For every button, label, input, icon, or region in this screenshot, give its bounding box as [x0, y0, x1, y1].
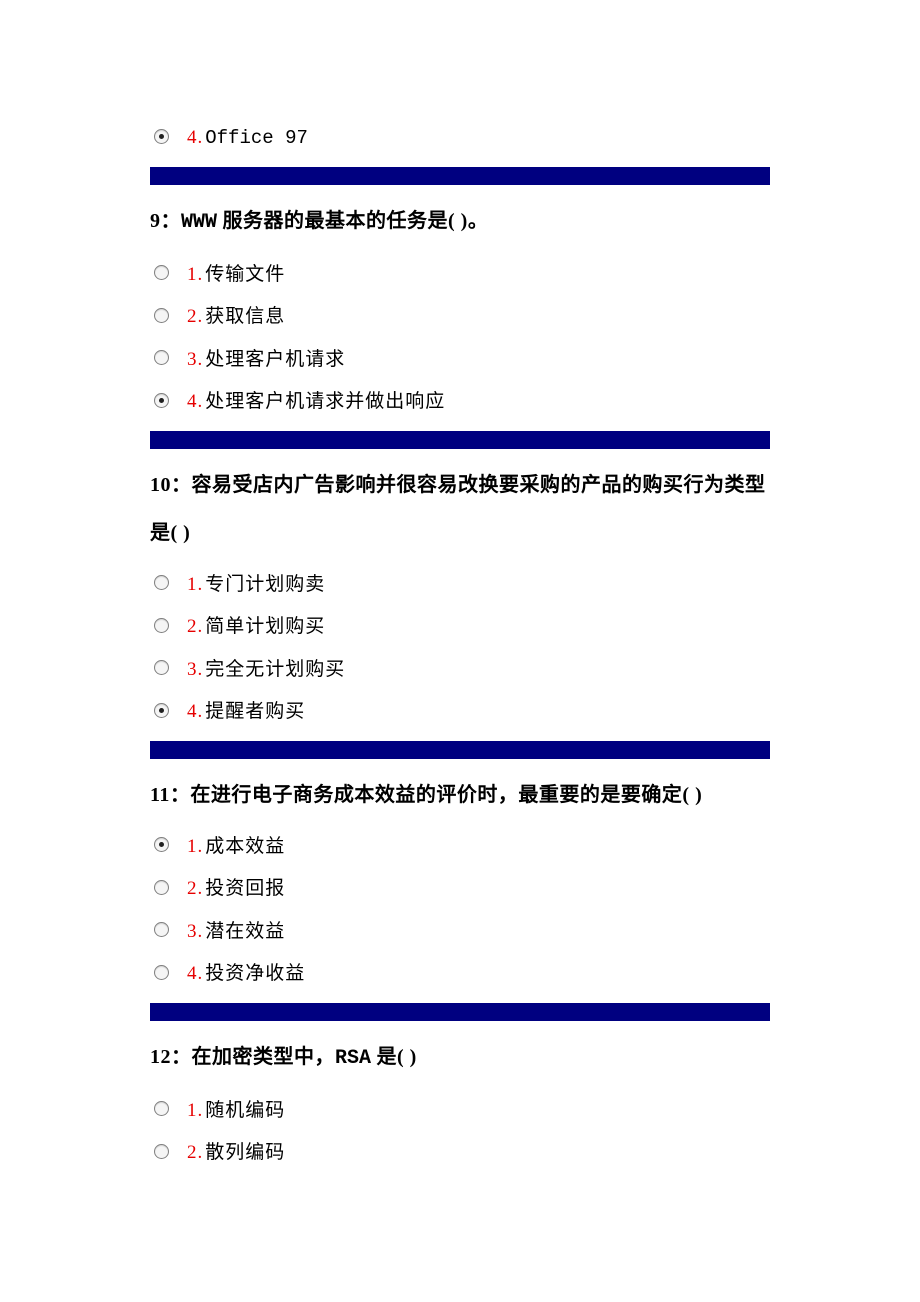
radio-icon[interactable]	[154, 350, 169, 365]
radio-icon[interactable]	[154, 660, 169, 675]
option-row[interactable]: 3. 完全无计划购买	[154, 656, 770, 685]
option-number: 4.	[187, 960, 203, 989]
option-number: 3.	[187, 346, 203, 375]
radio-icon[interactable]	[154, 308, 169, 323]
radio-icon[interactable]	[154, 618, 169, 633]
radio-icon[interactable]	[154, 575, 169, 590]
radio-icon[interactable]	[154, 880, 169, 895]
radio-icon[interactable]	[154, 837, 169, 852]
question-title: 9：WWW 服务器的最基本的任务是( )。	[150, 197, 770, 247]
question-title: 10：容易受店内广告影响并很容易改换要采购的产品的购买行为类型是( )	[150, 461, 770, 557]
question-number: 10：	[150, 474, 192, 496]
question-mono-inline: RSA	[335, 1047, 371, 1070]
option-text: 处理客户机请求并做出响应	[205, 388, 445, 417]
option-number: 4.	[187, 698, 203, 727]
radio-icon[interactable]	[154, 1144, 169, 1159]
option-row[interactable]: 1. 传输文件	[154, 261, 770, 290]
option-number: 2.	[187, 875, 203, 904]
option-text: 简单计划购买	[205, 613, 325, 642]
question-text: 服务器的最基本的任务是( )。	[217, 210, 488, 232]
option-text: 获取信息	[205, 303, 285, 332]
option-text: 提醒者购买	[205, 698, 305, 727]
option-number: 3.	[187, 656, 203, 685]
option-row[interactable]: 1. 随机编码	[154, 1097, 770, 1126]
option-row[interactable]: 2. 简单计划购买	[154, 613, 770, 642]
option-text: 潜在效益	[205, 918, 285, 947]
option-row[interactable]: 1. 成本效益	[154, 833, 770, 862]
option-row[interactable]: 2. 散列编码	[154, 1139, 770, 1168]
option-number: 4.	[187, 124, 203, 153]
option-text: 散列编码	[205, 1139, 285, 1168]
option-number: 1.	[187, 1097, 203, 1126]
option-row[interactable]: 2. 投资回报	[154, 875, 770, 904]
option-text: 随机编码	[205, 1097, 285, 1126]
option-number: 1.	[187, 261, 203, 290]
option-row[interactable]: 4. 投资净收益	[154, 960, 770, 989]
option-row[interactable]: 4. 提醒者购买	[154, 698, 770, 727]
question-divider	[150, 1003, 770, 1021]
question-text: 在进行电子商务成本效益的评价时，最重要的是要确定( )	[190, 784, 702, 806]
question-title: 12：在加密类型中，RSA 是( )	[150, 1033, 770, 1083]
option-text: 完全无计划购买	[205, 656, 345, 685]
radio-icon[interactable]	[154, 129, 169, 144]
option-row[interactable]: 2. 获取信息	[154, 303, 770, 332]
radio-icon[interactable]	[154, 922, 169, 937]
radio-icon[interactable]	[154, 965, 169, 980]
option-number: 2.	[187, 303, 203, 332]
option-text: 投资回报	[205, 875, 285, 904]
question-divider	[150, 741, 770, 759]
option-text: 传输文件	[205, 261, 285, 290]
radio-icon[interactable]	[154, 393, 169, 408]
question-text: 在加密类型中，RSA 是( )	[192, 1046, 417, 1068]
option-number: 3.	[187, 918, 203, 947]
question-divider	[150, 167, 770, 185]
question-number: 12：	[150, 1046, 192, 1068]
option-row[interactable]: 4. Office 97	[154, 124, 770, 153]
option-number: 1.	[187, 571, 203, 600]
option-text: 成本效益	[205, 833, 285, 862]
question-number: 9：	[150, 210, 181, 232]
option-number: 2.	[187, 613, 203, 642]
option-number: 4.	[187, 388, 203, 417]
option-text: Office 97	[205, 124, 308, 153]
question-divider	[150, 431, 770, 449]
option-text: 专门计划购卖	[205, 571, 325, 600]
option-text: 投资净收益	[205, 960, 305, 989]
option-number: 2.	[187, 1139, 203, 1168]
option-row[interactable]: 3. 潜在效益	[154, 918, 770, 947]
radio-icon[interactable]	[154, 265, 169, 280]
document-page: 4. Office 97 9：WWW 服务器的最基本的任务是( )。 1. 传输…	[0, 0, 920, 1282]
option-row[interactable]: 1. 专门计划购卖	[154, 571, 770, 600]
option-row[interactable]: 3. 处理客户机请求	[154, 346, 770, 375]
option-text: 处理客户机请求	[205, 346, 345, 375]
option-number: 1.	[187, 833, 203, 862]
question-title: 11：在进行电子商务成本效益的评价时，最重要的是要确定( )	[150, 771, 770, 819]
question-text: 容易受店内广告影响并很容易改换要采购的产品的购买行为类型是( )	[150, 474, 766, 544]
radio-icon[interactable]	[154, 1101, 169, 1116]
radio-icon[interactable]	[154, 703, 169, 718]
question-mono-prefix: WWW	[181, 211, 217, 234]
question-number: 11：	[150, 784, 190, 806]
option-row[interactable]: 4. 处理客户机请求并做出响应	[154, 388, 770, 417]
